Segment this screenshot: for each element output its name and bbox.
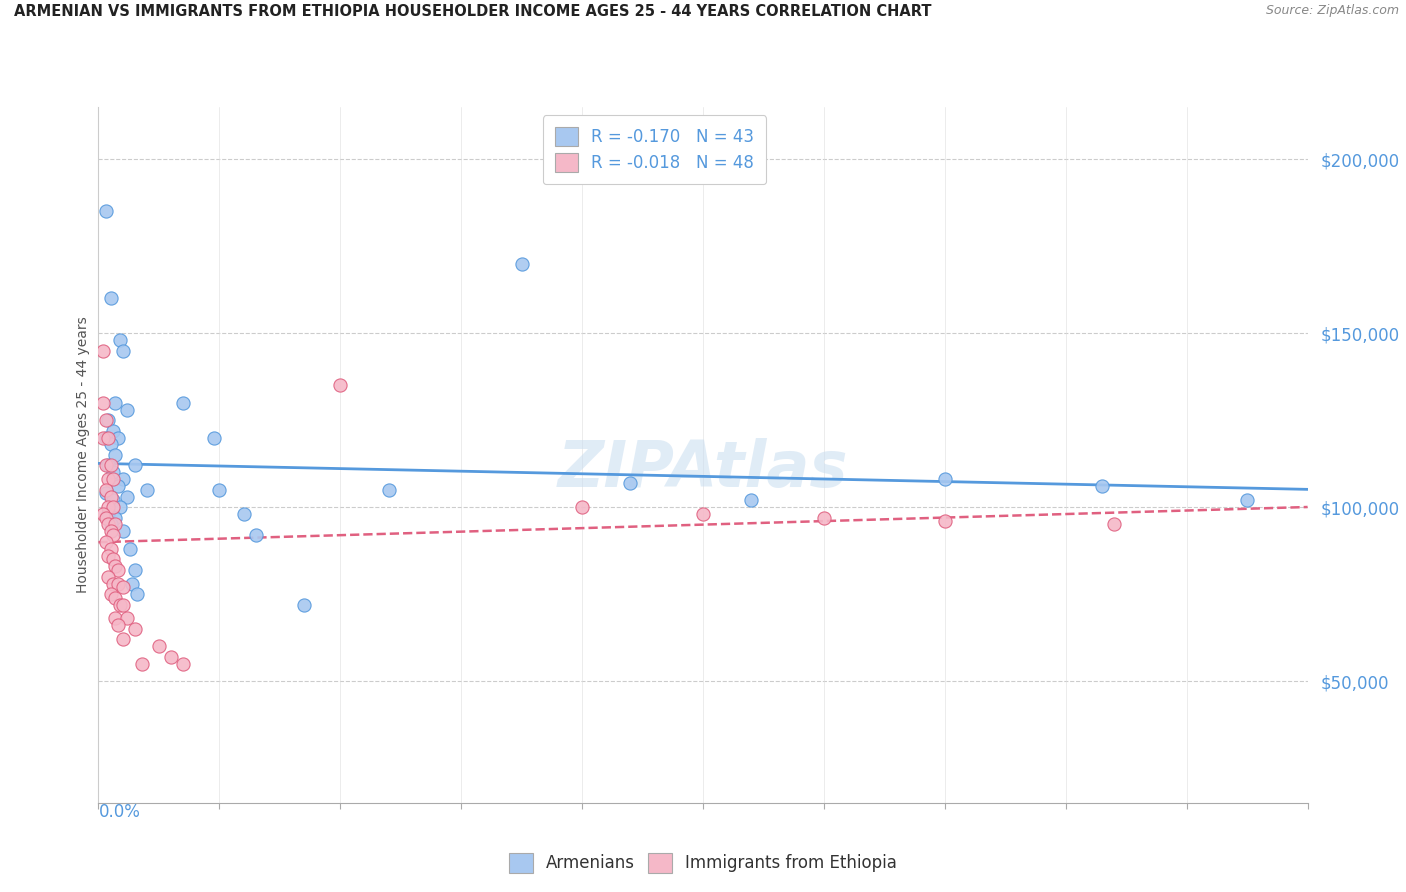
Point bbox=[1091, 479, 1114, 493]
Point bbox=[97, 458, 120, 473]
Point bbox=[118, 541, 141, 556]
Point bbox=[101, 552, 124, 566]
Point bbox=[94, 204, 117, 219]
Point bbox=[101, 493, 124, 508]
Legend: R = -0.170   N = 43, R = -0.018   N = 48: R = -0.170 N = 43, R = -0.018 N = 48 bbox=[543, 115, 766, 184]
Point bbox=[121, 576, 143, 591]
Point bbox=[934, 472, 956, 486]
Point bbox=[94, 510, 117, 524]
Point bbox=[100, 541, 122, 556]
Point bbox=[94, 483, 117, 497]
Point bbox=[111, 632, 134, 647]
Point bbox=[934, 514, 956, 528]
Y-axis label: Householder Income Ages 25 - 44 years: Householder Income Ages 25 - 44 years bbox=[76, 317, 90, 593]
Point bbox=[172, 396, 194, 410]
Point bbox=[204, 431, 226, 445]
Point bbox=[101, 528, 124, 542]
Point bbox=[107, 431, 129, 445]
Point bbox=[111, 580, 134, 594]
Point bbox=[101, 576, 124, 591]
Point bbox=[94, 486, 117, 500]
Point bbox=[111, 524, 134, 539]
Point bbox=[94, 413, 117, 427]
Point bbox=[111, 472, 134, 486]
Point bbox=[108, 333, 131, 347]
Point bbox=[104, 517, 127, 532]
Point bbox=[245, 528, 267, 542]
Point bbox=[97, 431, 120, 445]
Point bbox=[91, 343, 114, 358]
Point bbox=[104, 510, 127, 524]
Point bbox=[94, 431, 117, 445]
Point bbox=[100, 437, 122, 451]
Point bbox=[97, 472, 120, 486]
Point bbox=[97, 413, 120, 427]
Point bbox=[1236, 493, 1258, 508]
Point bbox=[131, 657, 153, 671]
Point bbox=[108, 500, 131, 514]
Point bbox=[104, 591, 127, 605]
Point bbox=[329, 378, 352, 392]
Legend: Armenians, Immigrants from Ethiopia: Armenians, Immigrants from Ethiopia bbox=[502, 847, 904, 880]
Point bbox=[619, 475, 641, 490]
Point bbox=[91, 431, 114, 445]
Point bbox=[510, 256, 533, 270]
Point bbox=[107, 576, 129, 591]
Point bbox=[107, 479, 129, 493]
Point bbox=[160, 649, 183, 664]
Point bbox=[91, 396, 114, 410]
Point bbox=[1102, 517, 1125, 532]
Text: Source: ZipAtlas.com: Source: ZipAtlas.com bbox=[1265, 4, 1399, 18]
Point bbox=[124, 563, 146, 577]
Point bbox=[232, 507, 254, 521]
Point bbox=[101, 472, 124, 486]
Text: 0.0%: 0.0% bbox=[98, 803, 141, 821]
Point bbox=[91, 507, 114, 521]
Point bbox=[97, 500, 120, 514]
Point bbox=[94, 534, 117, 549]
Point bbox=[148, 639, 170, 653]
Point bbox=[101, 466, 124, 480]
Point bbox=[117, 402, 139, 417]
Point bbox=[571, 500, 593, 514]
Point bbox=[97, 517, 120, 532]
Point bbox=[107, 618, 129, 632]
Point bbox=[104, 448, 127, 462]
Point bbox=[124, 622, 146, 636]
Point bbox=[108, 598, 131, 612]
Point bbox=[101, 424, 124, 438]
Point bbox=[104, 559, 127, 574]
Point bbox=[100, 291, 122, 305]
Point bbox=[377, 483, 399, 497]
Text: ARMENIAN VS IMMIGRANTS FROM ETHIOPIA HOUSEHOLDER INCOME AGES 25 - 44 YEARS CORRE: ARMENIAN VS IMMIGRANTS FROM ETHIOPIA HOU… bbox=[14, 4, 932, 20]
Point bbox=[692, 507, 714, 521]
Point bbox=[97, 570, 120, 584]
Point bbox=[107, 563, 129, 577]
Point bbox=[117, 611, 139, 625]
Point bbox=[100, 587, 122, 601]
Point bbox=[111, 343, 134, 358]
Point bbox=[127, 587, 149, 601]
Point bbox=[94, 458, 117, 473]
Point bbox=[100, 458, 122, 473]
Text: ZIPAtlas: ZIPAtlas bbox=[558, 438, 848, 500]
Point bbox=[101, 500, 124, 514]
Point bbox=[172, 657, 194, 671]
Point bbox=[100, 524, 122, 539]
Point bbox=[813, 510, 835, 524]
Point bbox=[124, 458, 146, 473]
Point bbox=[135, 483, 157, 497]
Point bbox=[100, 517, 122, 532]
Point bbox=[117, 490, 139, 504]
Point bbox=[292, 598, 315, 612]
Point bbox=[208, 483, 231, 497]
Point bbox=[97, 549, 120, 563]
Point bbox=[100, 490, 122, 504]
Point bbox=[740, 493, 762, 508]
Point bbox=[97, 507, 120, 521]
Point bbox=[104, 396, 127, 410]
Point bbox=[111, 598, 134, 612]
Point bbox=[104, 611, 127, 625]
